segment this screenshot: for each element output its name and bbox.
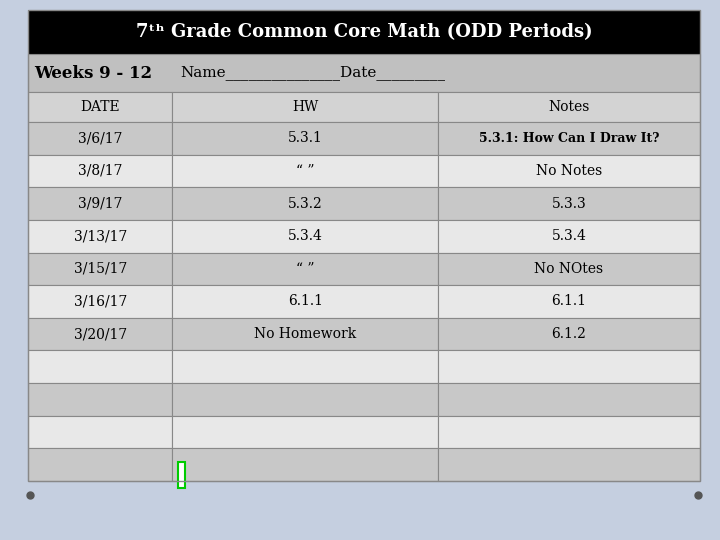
Bar <box>173 253 438 285</box>
Bar <box>173 122 438 154</box>
Bar <box>28 10 700 54</box>
Bar <box>438 318 700 350</box>
Bar <box>438 253 700 285</box>
Bar <box>28 10 700 481</box>
Text: “ ”: “ ” <box>296 262 315 276</box>
Text: 6.1.1: 6.1.1 <box>552 294 587 308</box>
Text: 5.3.1: 5.3.1 <box>288 131 323 145</box>
Bar <box>438 187 700 220</box>
Text: 7ᵗʰ Grade Common Core Math (ODD Periods): 7ᵗʰ Grade Common Core Math (ODD Periods) <box>135 23 593 41</box>
Bar <box>179 462 186 488</box>
Text: HW: HW <box>292 100 318 114</box>
Bar <box>438 154 700 187</box>
Bar <box>28 416 173 448</box>
Text: 5.3.4: 5.3.4 <box>288 229 323 243</box>
Bar <box>28 187 173 220</box>
Text: 3/6/17: 3/6/17 <box>78 131 122 145</box>
Bar <box>28 285 173 318</box>
Bar <box>438 92 700 122</box>
Bar <box>173 416 438 448</box>
Text: 3/20/17: 3/20/17 <box>73 327 127 341</box>
Bar <box>173 350 438 383</box>
Text: Notes: Notes <box>548 100 590 114</box>
Text: 3/9/17: 3/9/17 <box>78 197 122 211</box>
Bar <box>28 383 173 416</box>
Bar <box>28 54 700 92</box>
Text: 5.3.3: 5.3.3 <box>552 197 586 211</box>
Bar <box>438 285 700 318</box>
Bar <box>438 416 700 448</box>
Bar <box>28 253 173 285</box>
Bar <box>173 92 438 122</box>
Bar <box>438 220 700 253</box>
Bar <box>28 350 173 383</box>
Bar <box>173 187 438 220</box>
Bar <box>438 122 700 154</box>
Text: DATE: DATE <box>81 100 120 114</box>
Text: 3/15/17: 3/15/17 <box>73 262 127 276</box>
Bar <box>173 448 438 481</box>
Text: “ ”: “ ” <box>296 164 315 178</box>
Bar <box>173 154 438 187</box>
Bar <box>28 92 173 122</box>
Bar <box>173 318 438 350</box>
Text: Weeks 9 - 12: Weeks 9 - 12 <box>34 64 152 82</box>
Text: No NOtes: No NOtes <box>534 262 603 276</box>
Bar <box>438 448 700 481</box>
Bar <box>438 350 700 383</box>
Bar <box>173 285 438 318</box>
Text: 5.3.4: 5.3.4 <box>552 229 586 243</box>
Text: No Homework: No Homework <box>254 327 356 341</box>
Text: 3/16/17: 3/16/17 <box>73 294 127 308</box>
Text: 5.3.2: 5.3.2 <box>288 197 323 211</box>
Text: 6.1.1: 6.1.1 <box>288 294 323 308</box>
Text: Name_______________Date_________: Name_______________Date_________ <box>181 65 446 80</box>
Bar <box>173 220 438 253</box>
Bar <box>173 383 438 416</box>
Bar <box>28 220 173 253</box>
Bar <box>28 318 173 350</box>
Text: 3/13/17: 3/13/17 <box>73 229 127 243</box>
Bar <box>28 122 173 154</box>
Text: No Notes: No Notes <box>536 164 602 178</box>
Text: 5.3.1: How Can I Draw It?: 5.3.1: How Can I Draw It? <box>479 132 659 145</box>
Text: 6.1.2: 6.1.2 <box>552 327 586 341</box>
Bar <box>28 154 173 187</box>
Bar <box>438 383 700 416</box>
Bar <box>28 448 173 481</box>
Text: 3/8/17: 3/8/17 <box>78 164 122 178</box>
